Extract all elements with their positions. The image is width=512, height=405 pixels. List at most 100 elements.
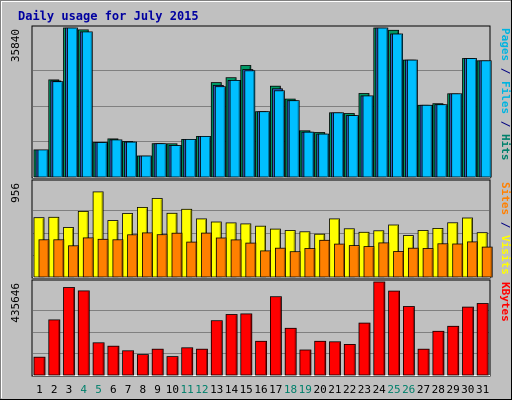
bar-pages-day-21 — [333, 112, 344, 178]
x-axis-labels: 1 2 3 4 5 6 7 8 9 10 11 12 13 14 15 16 17 18 19 20 21 22 23 24 2… — [36, 383, 489, 396]
bar-pages-day-28 — [436, 104, 448, 178]
bar-sites-day-18 — [289, 251, 301, 278]
bar-pages-day-18 — [288, 100, 300, 178]
panel-kbytes-series-legend: KBytes — [499, 282, 512, 322]
bar-pages-day-2 — [52, 81, 64, 178]
bar-pages-day-10 — [170, 145, 182, 178]
x-tick-label-day-8: 8 — [139, 383, 146, 396]
bar-sites-day-6 — [112, 239, 124, 278]
panel-hits-series-legend: Pages / Files / Hits — [499, 28, 512, 161]
bar-pages-day-19 — [303, 131, 315, 178]
bar-pages-day-4 — [81, 31, 93, 178]
bar-pages-day-3 — [67, 27, 78, 178]
x-tick-label-day-5: 5 — [95, 383, 102, 396]
x-tick-label-day-15: 15 — [240, 383, 253, 396]
series-kbytes — [33, 281, 489, 376]
bar-pages-day-20 — [318, 133, 330, 178]
x-tick-label-day-1: 1 — [36, 383, 43, 396]
x-tick-label-day-22: 22 — [343, 383, 356, 396]
x-tick-label-day-23: 23 — [358, 383, 371, 396]
bar-kbytes-day-4 — [77, 290, 90, 376]
panel-hits: 35840 Pages / Files / Hits — [9, 25, 512, 179]
x-tick-label-day-28: 28 — [432, 383, 445, 396]
bar-kbytes-day-26 — [402, 306, 415, 376]
bar-sites-day-28 — [437, 243, 449, 278]
x-tick-label-day-11: 11 — [180, 383, 193, 396]
bar-kbytes-day-13 — [210, 320, 223, 376]
bar-kbytes-day-29 — [447, 325, 460, 376]
bar-sites-day-27 — [422, 248, 434, 278]
legend-part: / — [499, 215, 512, 235]
x-tick-label-day-10: 10 — [166, 383, 179, 396]
bar-sites-day-5 — [97, 238, 109, 278]
bar-kbytes-day-28 — [432, 330, 445, 376]
bar-kbytes-day-7 — [122, 350, 134, 376]
x-tick-label-day-19: 19 — [299, 383, 312, 396]
bar-sites-day-20 — [319, 239, 331, 278]
x-tick-label-day-9: 9 — [154, 383, 161, 396]
bar-sites-day-14 — [230, 239, 242, 278]
bar-sites-day-7 — [127, 234, 138, 278]
x-tick-label-day-4: 4 — [80, 383, 87, 396]
bar-sites-day-1 — [38, 239, 50, 278]
x-tick-label-day-21: 21 — [328, 383, 341, 396]
bar-kbytes-day-15 — [240, 313, 253, 376]
panel-kbytes-ymax-label: 435646 — [9, 283, 22, 323]
x-tick-label-day-18: 18 — [284, 383, 297, 396]
bar-kbytes-day-10 — [166, 356, 179, 376]
bar-sites-day-13 — [215, 237, 227, 278]
x-tick-label-day-6: 6 — [110, 383, 117, 396]
legend-part: Files — [499, 81, 512, 114]
bar-kbytes-day-18 — [284, 327, 297, 376]
bar-pages-day-25 — [392, 33, 404, 178]
bar-kbytes-day-12 — [196, 348, 208, 376]
bar-pages-day-9 — [155, 143, 167, 178]
bar-kbytes-day-30 — [462, 306, 474, 376]
x-tick-label-day-30: 30 — [461, 383, 474, 396]
bar-sites-day-24 — [378, 242, 390, 278]
bar-pages-day-1 — [37, 149, 49, 178]
x-tick-label-day-20: 20 — [313, 383, 326, 396]
panel-visits-ymax-label: 956 — [9, 183, 22, 203]
bar-pages-day-17 — [273, 90, 285, 178]
bar-pages-day-29 — [451, 93, 463, 178]
legend-part: / — [499, 114, 512, 134]
bar-kbytes-day-8 — [136, 354, 149, 376]
bar-sites-day-9 — [156, 234, 168, 278]
bar-kbytes-day-5 — [92, 342, 105, 376]
x-tick-label-day-24: 24 — [373, 383, 387, 396]
bar-sites-day-21 — [334, 243, 345, 278]
bar-pages-day-22 — [347, 115, 359, 178]
legend-part: Visits — [499, 235, 512, 275]
panel-kbytes: 435646 KBytes — [9, 279, 512, 377]
x-tick-label-day-16: 16 — [254, 383, 267, 396]
x-tick-label-day-12: 12 — [195, 383, 208, 396]
bar-sites-day-17 — [274, 247, 286, 278]
panel-visits-series-legend: Sites / Visits — [499, 182, 512, 275]
bar-sites-day-29 — [452, 243, 464, 278]
bar-kbytes-day-23 — [358, 322, 371, 376]
bar-pages-day-8 — [140, 155, 152, 178]
bar-sites-day-11 — [186, 241, 198, 278]
bar-kbytes-day-19 — [299, 349, 312, 376]
x-tick-label-day-3: 3 — [66, 383, 73, 396]
bar-kbytes-day-1 — [33, 356, 46, 376]
bar-sites-day-30 — [467, 241, 478, 278]
bar-kbytes-day-11 — [181, 347, 194, 376]
bar-pages-day-12 — [200, 135, 211, 178]
legend-part: Pages — [499, 28, 512, 61]
x-tick-label-day-27: 27 — [417, 383, 430, 396]
bar-pages-day-26 — [406, 59, 418, 178]
x-tick-label-day-13: 13 — [210, 383, 223, 396]
bar-pages-day-5 — [96, 142, 108, 178]
bar-sites-day-8 — [141, 232, 153, 278]
bar-pages-day-16 — [259, 111, 271, 178]
bar-pages-day-14 — [229, 80, 241, 178]
x-tick-label-day-14: 14 — [225, 383, 239, 396]
bar-pages-day-30 — [466, 58, 477, 178]
chart-title: Daily usage for July 2015 — [18, 9, 199, 23]
legend-part: Sites — [499, 182, 512, 215]
bar-kbytes-day-16 — [255, 340, 268, 376]
x-tick-label-day-26: 26 — [402, 383, 415, 396]
bar-sites-day-25 — [393, 251, 405, 278]
